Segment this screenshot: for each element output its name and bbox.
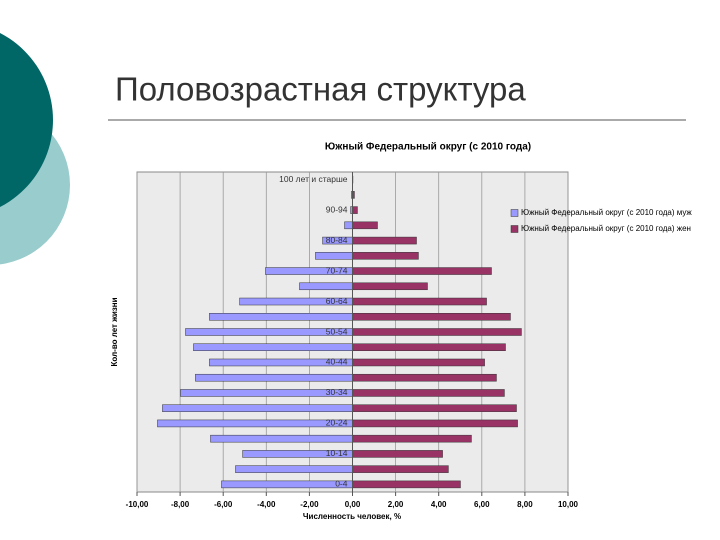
bar bbox=[352, 313, 511, 321]
legend-label: Южный Федеральный округ (с 2010 года) же… bbox=[521, 224, 691, 233]
x-tick-label: -6,00 bbox=[214, 500, 233, 509]
bar bbox=[352, 465, 449, 473]
x-tick-label: 8,00 bbox=[517, 500, 533, 509]
y-tick-label: 50-54 bbox=[326, 326, 348, 336]
decor-circle bbox=[0, 32, 53, 208]
y-tick-label: 100 лет и старше bbox=[279, 174, 348, 184]
x-tick-label: 0,00 bbox=[345, 500, 361, 509]
y-axis-label: Кол-во лет жизни bbox=[110, 297, 119, 366]
legend-swatch bbox=[510, 209, 519, 217]
bar bbox=[352, 404, 517, 412]
x-axis-label: Численность человек, % bbox=[303, 512, 401, 521]
bar bbox=[352, 434, 472, 443]
x-tick-label: 2,00 bbox=[388, 500, 404, 509]
y-tick-label: 60-64 bbox=[326, 296, 348, 306]
x-tick-label: 4,00 bbox=[431, 500, 447, 509]
bar bbox=[352, 328, 522, 336]
y-tick-label: 20-24 bbox=[326, 418, 348, 428]
x-tick-label: -8,00 bbox=[171, 500, 190, 509]
x-tick-label: 6,00 bbox=[474, 500, 490, 509]
x-tick-label: 10,00 bbox=[558, 500, 579, 509]
bar bbox=[315, 252, 353, 260]
bar bbox=[195, 373, 353, 382]
bar bbox=[352, 358, 485, 367]
chart-title: Южный Федеральный округ (с 2010 года) bbox=[325, 142, 531, 153]
bar bbox=[352, 389, 505, 397]
bar bbox=[193, 343, 353, 351]
bar bbox=[235, 465, 353, 473]
bar bbox=[352, 252, 419, 260]
bar bbox=[157, 419, 353, 428]
y-tick-label: 80-84 bbox=[326, 235, 348, 245]
x-tick-label: -10,00 bbox=[126, 500, 149, 509]
bar bbox=[352, 480, 461, 489]
bar bbox=[352, 450, 443, 458]
y-tick-label: 30-34 bbox=[326, 387, 348, 397]
bar bbox=[344, 221, 353, 230]
y-tick-label: 0-4 bbox=[335, 479, 348, 489]
bar bbox=[352, 236, 417, 245]
bar bbox=[210, 434, 353, 443]
bar bbox=[221, 480, 353, 489]
legend-label: Южный Федеральный округ (с 2010 года) му… bbox=[521, 208, 692, 217]
bar bbox=[352, 373, 497, 382]
bar bbox=[209, 313, 353, 321]
y-tick-label: 90-94 bbox=[326, 204, 348, 214]
y-tick-label: 70-74 bbox=[326, 265, 348, 275]
bar bbox=[352, 221, 378, 230]
bar bbox=[352, 206, 358, 214]
legend-swatch bbox=[510, 225, 519, 233]
y-tick-label: 40-44 bbox=[326, 357, 348, 367]
bar bbox=[352, 297, 487, 306]
x-tick-label: -4,00 bbox=[257, 500, 276, 509]
bar bbox=[352, 282, 428, 291]
bar bbox=[352, 343, 506, 351]
y-tick-label: 10-14 bbox=[326, 448, 348, 458]
x-tick-label: -2,00 bbox=[300, 500, 319, 509]
bar bbox=[352, 419, 518, 428]
bar bbox=[162, 404, 353, 412]
slide-title: Половозрастная структура bbox=[115, 71, 526, 108]
bar bbox=[352, 267, 492, 275]
bar bbox=[299, 282, 353, 291]
